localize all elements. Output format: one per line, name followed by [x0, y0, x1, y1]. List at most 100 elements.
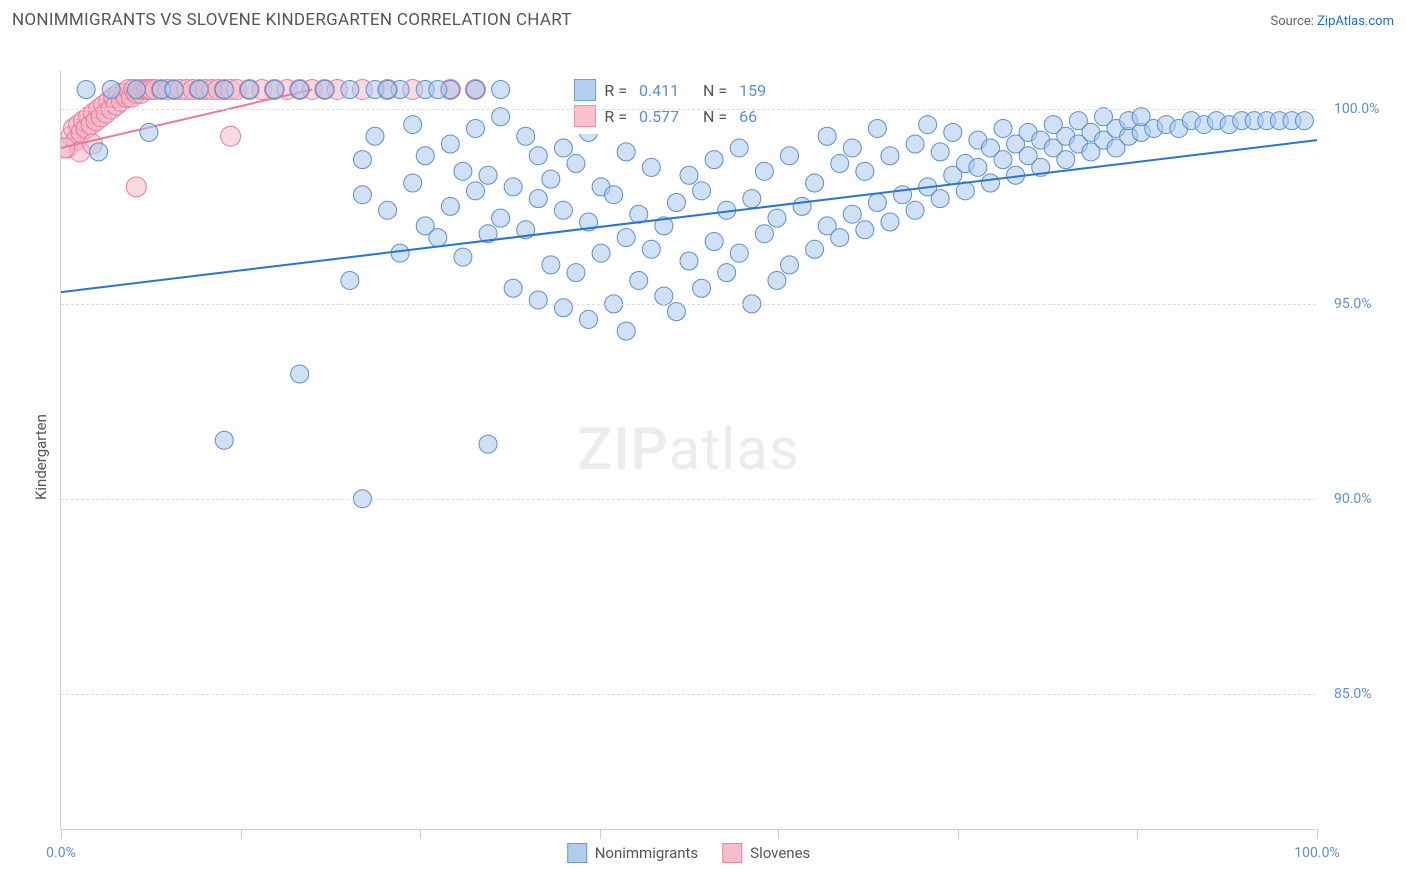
- scatter-point: [818, 217, 836, 235]
- scatter-point: [1032, 158, 1050, 176]
- scatter-point: [479, 166, 497, 184]
- scatter-point: [517, 221, 535, 239]
- scatter-point: [768, 209, 786, 227]
- scatter-point: [404, 116, 422, 134]
- legend-label: Nonimmigrants: [595, 844, 698, 862]
- scatter-point: [164, 79, 184, 99]
- scatter-point: [177, 79, 197, 99]
- scatter-point: [252, 79, 272, 99]
- scatter-point: [82, 134, 102, 154]
- scatter-svg: [61, 70, 1317, 830]
- scatter-point: [894, 186, 912, 204]
- scatter-point: [994, 151, 1012, 169]
- scatter-point: [170, 79, 190, 99]
- scatter-point: [479, 225, 497, 243]
- scatter-point: [366, 80, 384, 98]
- scatter-point: [580, 310, 598, 328]
- scatter-point: [391, 244, 409, 262]
- scatter-point: [730, 139, 748, 157]
- scatter-point: [1245, 112, 1263, 130]
- scatter-point: [441, 197, 459, 215]
- gridline-horizontal: [61, 694, 1316, 695]
- scatter-point: [1132, 108, 1150, 126]
- scatter-point: [642, 240, 660, 258]
- scatter-point: [806, 174, 824, 192]
- scatter-point: [919, 178, 937, 196]
- scatter-point: [90, 143, 108, 161]
- scatter-point: [416, 147, 434, 165]
- scatter-point: [931, 143, 949, 161]
- scatter-point: [165, 80, 183, 98]
- scatter-point: [215, 431, 233, 449]
- scatter-point: [124, 79, 144, 99]
- scatter-point: [981, 139, 999, 157]
- scatter-point: [109, 83, 129, 103]
- watermark: ZIPatlas: [577, 416, 800, 484]
- scatter-point: [906, 201, 924, 219]
- scatter-point: [353, 151, 371, 169]
- scatter-point: [969, 158, 987, 176]
- scatter-point: [134, 79, 154, 99]
- scatter-point: [680, 166, 698, 184]
- scatter-point: [554, 299, 572, 317]
- scatter-point: [126, 177, 146, 197]
- scatter-point: [379, 201, 397, 219]
- scatter-point: [379, 80, 397, 98]
- scatter-point: [768, 271, 786, 289]
- scatter-point: [454, 248, 472, 266]
- stats-r-label: R =: [604, 81, 631, 100]
- scatter-point: [843, 205, 861, 223]
- scatter-point: [1107, 119, 1125, 137]
- y-tick-label: 100.0%: [1334, 101, 1379, 117]
- scatter-point: [429, 229, 447, 247]
- scatter-point: [116, 87, 136, 107]
- scatter-point: [881, 147, 899, 165]
- scatter-point: [642, 158, 660, 176]
- scatter-point: [492, 80, 510, 98]
- source-link[interactable]: ZipAtlas.com: [1317, 14, 1394, 29]
- scatter-point: [1094, 108, 1112, 126]
- scatter-point: [994, 119, 1012, 137]
- scatter-point: [341, 80, 359, 98]
- scatter-point: [61, 138, 75, 158]
- scatter-point: [605, 186, 623, 204]
- scatter-point: [136, 79, 156, 99]
- scatter-point: [61, 138, 77, 158]
- scatter-point: [718, 264, 736, 282]
- scatter-point: [416, 217, 434, 235]
- scatter-point: [1145, 119, 1163, 137]
- legend-bottom: NonimmigrantsSlovenes: [567, 843, 811, 863]
- scatter-point: [981, 174, 999, 192]
- scatter-point: [554, 201, 572, 219]
- scatter-point: [1157, 116, 1175, 134]
- scatter-point: [1220, 116, 1238, 134]
- stats-n-value: 159: [739, 81, 773, 100]
- x-tick: [61, 829, 62, 839]
- scatter-point: [440, 79, 460, 99]
- scatter-point: [291, 365, 309, 383]
- scatter-point: [843, 139, 861, 157]
- scatter-point: [141, 79, 161, 99]
- scatter-point: [1182, 112, 1200, 130]
- scatter-point: [403, 79, 423, 99]
- scatter-point: [66, 130, 86, 150]
- scatter-point: [831, 155, 849, 173]
- scatter-point: [542, 170, 560, 188]
- chart-header: NONIMMIGRANTS VS SLOVENE KINDERGARTEN CO…: [0, 0, 1406, 36]
- scatter-point: [302, 79, 322, 99]
- watermark-bold: ZIP: [577, 416, 668, 484]
- scatter-point: [492, 108, 510, 126]
- x-tick: [1317, 829, 1318, 839]
- legend-swatch: [567, 843, 587, 863]
- scatter-point: [76, 118, 96, 138]
- chart-container: ZIPatlas R = 0.411 N = 159R = 0.577 N = …: [0, 36, 1406, 888]
- scatter-point: [1069, 112, 1087, 130]
- scatter-point: [1170, 119, 1188, 137]
- scatter-point: [454, 162, 472, 180]
- scatter-point: [617, 229, 635, 247]
- scatter-point: [86, 111, 106, 131]
- scatter-point: [465, 79, 485, 99]
- watermark-light: atlas: [669, 416, 800, 484]
- scatter-point: [353, 186, 371, 204]
- scatter-point: [152, 80, 170, 98]
